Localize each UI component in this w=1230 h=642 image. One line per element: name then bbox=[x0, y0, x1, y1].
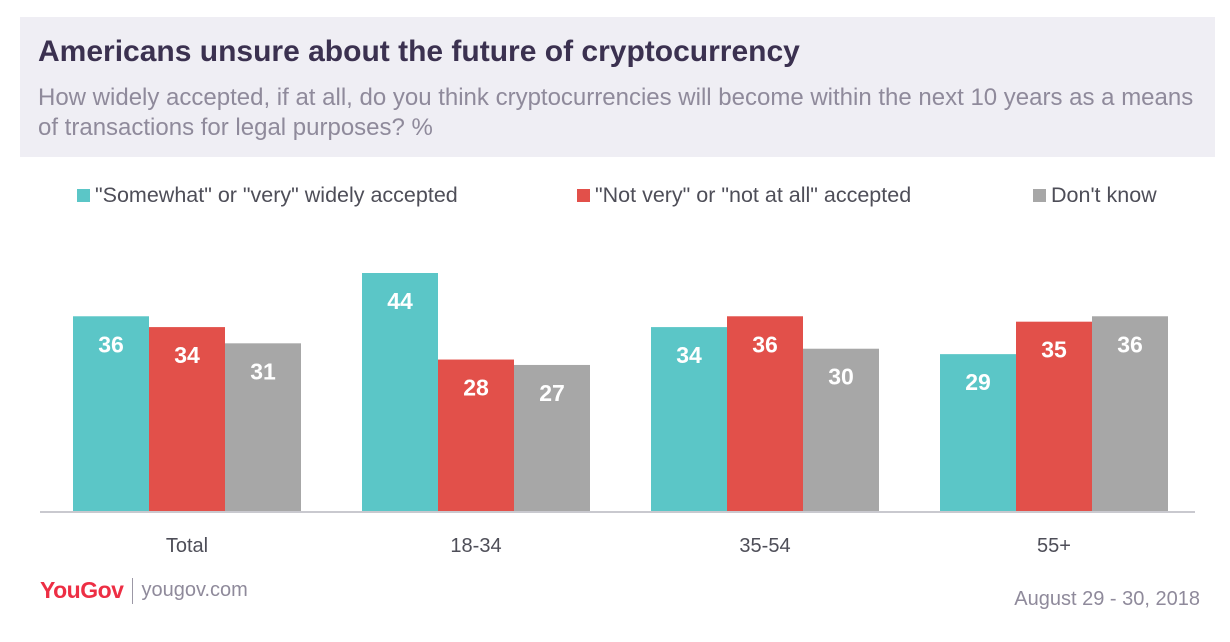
legend-label-accepted: "Somewhat" or "very" widely accepted bbox=[95, 183, 458, 207]
footer-date: August 29 - 30, 2018 bbox=[1014, 588, 1200, 610]
data-label-accepted-4: 29 bbox=[965, 369, 991, 395]
data-label-not-accepted-3: 36 bbox=[752, 331, 778, 357]
bar-accepted-4 bbox=[940, 354, 1016, 511]
bar-accepted-3 bbox=[651, 327, 727, 511]
bar-not-accepted-2 bbox=[438, 359, 514, 511]
footer-site: yougov.com bbox=[141, 579, 248, 601]
legend-item-not-accepted: "Not very" or "not at all" accepted bbox=[577, 183, 911, 208]
data-label-accepted-2: 44 bbox=[387, 288, 413, 314]
legend-label-dont-know: Don't know bbox=[1051, 183, 1157, 207]
chart-title: Americans unsure about the future of cry… bbox=[38, 35, 800, 68]
data-label-not-accepted-4: 35 bbox=[1041, 337, 1067, 363]
yougov-logo: You Gov yougov.com bbox=[40, 577, 248, 604]
data-label-dont-know-1: 31 bbox=[250, 358, 276, 384]
bar-accepted-2 bbox=[362, 273, 438, 511]
category-label-2: 18-34 bbox=[450, 535, 501, 557]
logo-you-text: You bbox=[40, 577, 81, 603]
bar-not-accepted-1 bbox=[149, 327, 225, 511]
chart-header: Americans unsure about the future of cry… bbox=[20, 17, 1215, 157]
logo-gov-text: Gov bbox=[80, 577, 124, 603]
data-label-accepted-3: 34 bbox=[676, 342, 702, 368]
bar-accepted-1 bbox=[73, 316, 149, 511]
legend-swatch-not-accepted bbox=[577, 189, 590, 202]
category-label-3: 35-54 bbox=[739, 535, 790, 557]
data-label-not-accepted-2: 28 bbox=[463, 375, 489, 401]
category-label-4: 55+ bbox=[1037, 535, 1071, 557]
chart-legend: "Somewhat" or "very" widely accepted "No… bbox=[0, 183, 1230, 211]
bar-not-accepted-3 bbox=[727, 316, 803, 511]
bar-dont-know-3 bbox=[803, 348, 879, 511]
data-label-dont-know-2: 27 bbox=[539, 380, 565, 406]
legend-swatch-dont-know bbox=[1033, 189, 1046, 202]
bar-dont-know-1 bbox=[225, 343, 301, 511]
data-label-accepted-1: 36 bbox=[98, 331, 124, 357]
legend-label-not-accepted: "Not very" or "not at all" accepted bbox=[595, 183, 912, 207]
data-label-dont-know-3: 30 bbox=[828, 364, 854, 390]
bar-dont-know-2 bbox=[514, 364, 590, 511]
data-label-dont-know-4: 36 bbox=[1117, 331, 1143, 357]
chart-subtitle: How widely accepted, if at all, do you t… bbox=[38, 84, 1194, 141]
data-label-not-accepted-1: 34 bbox=[174, 342, 200, 368]
logo-divider bbox=[132, 577, 134, 604]
legend-swatch-accepted bbox=[77, 189, 90, 202]
category-label-1: Total bbox=[166, 535, 208, 557]
bar-not-accepted-4 bbox=[1016, 321, 1092, 511]
bar-dont-know-4 bbox=[1092, 316, 1168, 511]
legend-item-dont-know: Don't know bbox=[1033, 183, 1157, 208]
legend-item-accepted: "Somewhat" or "very" widely accepted bbox=[77, 183, 458, 208]
